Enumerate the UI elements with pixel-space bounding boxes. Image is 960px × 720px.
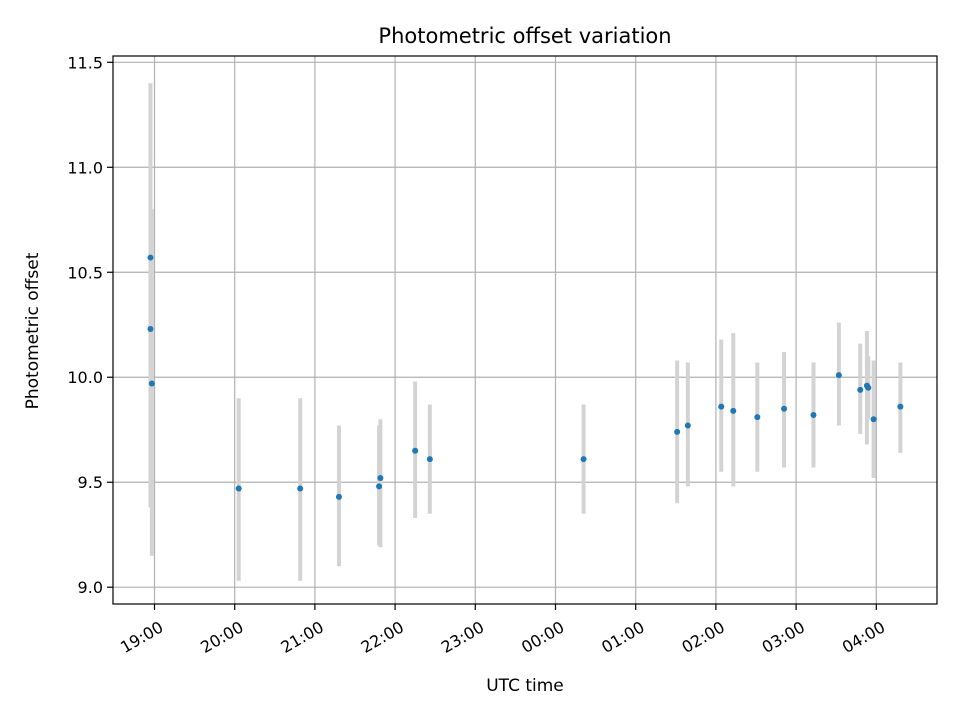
data-point — [426, 456, 433, 463]
plot-frame — [112, 55, 938, 605]
data-point — [674, 428, 681, 435]
y-axis-label: Photometric offset — [23, 252, 43, 409]
data-point — [147, 325, 154, 332]
y-tick-label: 9.0 — [78, 578, 103, 597]
data-point — [412, 447, 419, 454]
error-bars — [148, 83, 903, 581]
y-tick-label: 10.5 — [67, 263, 103, 282]
data-point — [857, 386, 864, 393]
data-point — [684, 422, 691, 429]
x-tick-label: 23:00 — [438, 617, 487, 657]
x-tick-label: 03:00 — [759, 617, 808, 657]
chart-title: Photometric offset variation — [378, 24, 671, 48]
data-point — [580, 456, 587, 463]
data-point — [897, 403, 904, 410]
x-tick-label: 00:00 — [518, 617, 567, 657]
x-tick-label: 01:00 — [598, 617, 647, 657]
y-tick-label: 10.0 — [67, 368, 103, 387]
x-tick-label: 02:00 — [678, 617, 727, 657]
x-tick-label: 21:00 — [277, 617, 326, 657]
data-point — [335, 493, 342, 500]
y-tick-label: 9.5 — [78, 473, 103, 492]
x-axis-ticks: 19:00 20:00 21:00 22:00 23:00 00:00 01:00 02:00… — [117, 604, 888, 657]
x-axis-label: UTC time — [486, 676, 564, 696]
data-point — [718, 403, 725, 410]
data-point — [810, 412, 817, 419]
data-point — [148, 380, 155, 387]
data-points — [147, 254, 904, 500]
data-point — [781, 405, 788, 412]
x-tick-label: 20:00 — [197, 617, 246, 657]
grid — [113, 56, 937, 604]
data-point — [865, 384, 872, 391]
x-tick-label: 22:00 — [358, 617, 407, 657]
y-tick-label: 11.0 — [67, 158, 103, 177]
x-tick-label: 19:00 — [117, 617, 166, 657]
data-point — [870, 416, 877, 423]
data-point — [835, 372, 842, 379]
data-point — [147, 254, 154, 261]
y-tick-label: 11.5 — [67, 53, 103, 72]
data-point — [376, 483, 383, 490]
data-point — [235, 485, 242, 492]
y-axis-ticks: 9.0 9.5 10.0 10.5 11.0 11.5 — [67, 53, 113, 597]
data-point — [377, 475, 384, 482]
data-point — [730, 407, 737, 414]
data-point — [754, 414, 761, 421]
x-tick-label: 04:00 — [839, 617, 888, 657]
data-point — [297, 485, 304, 492]
